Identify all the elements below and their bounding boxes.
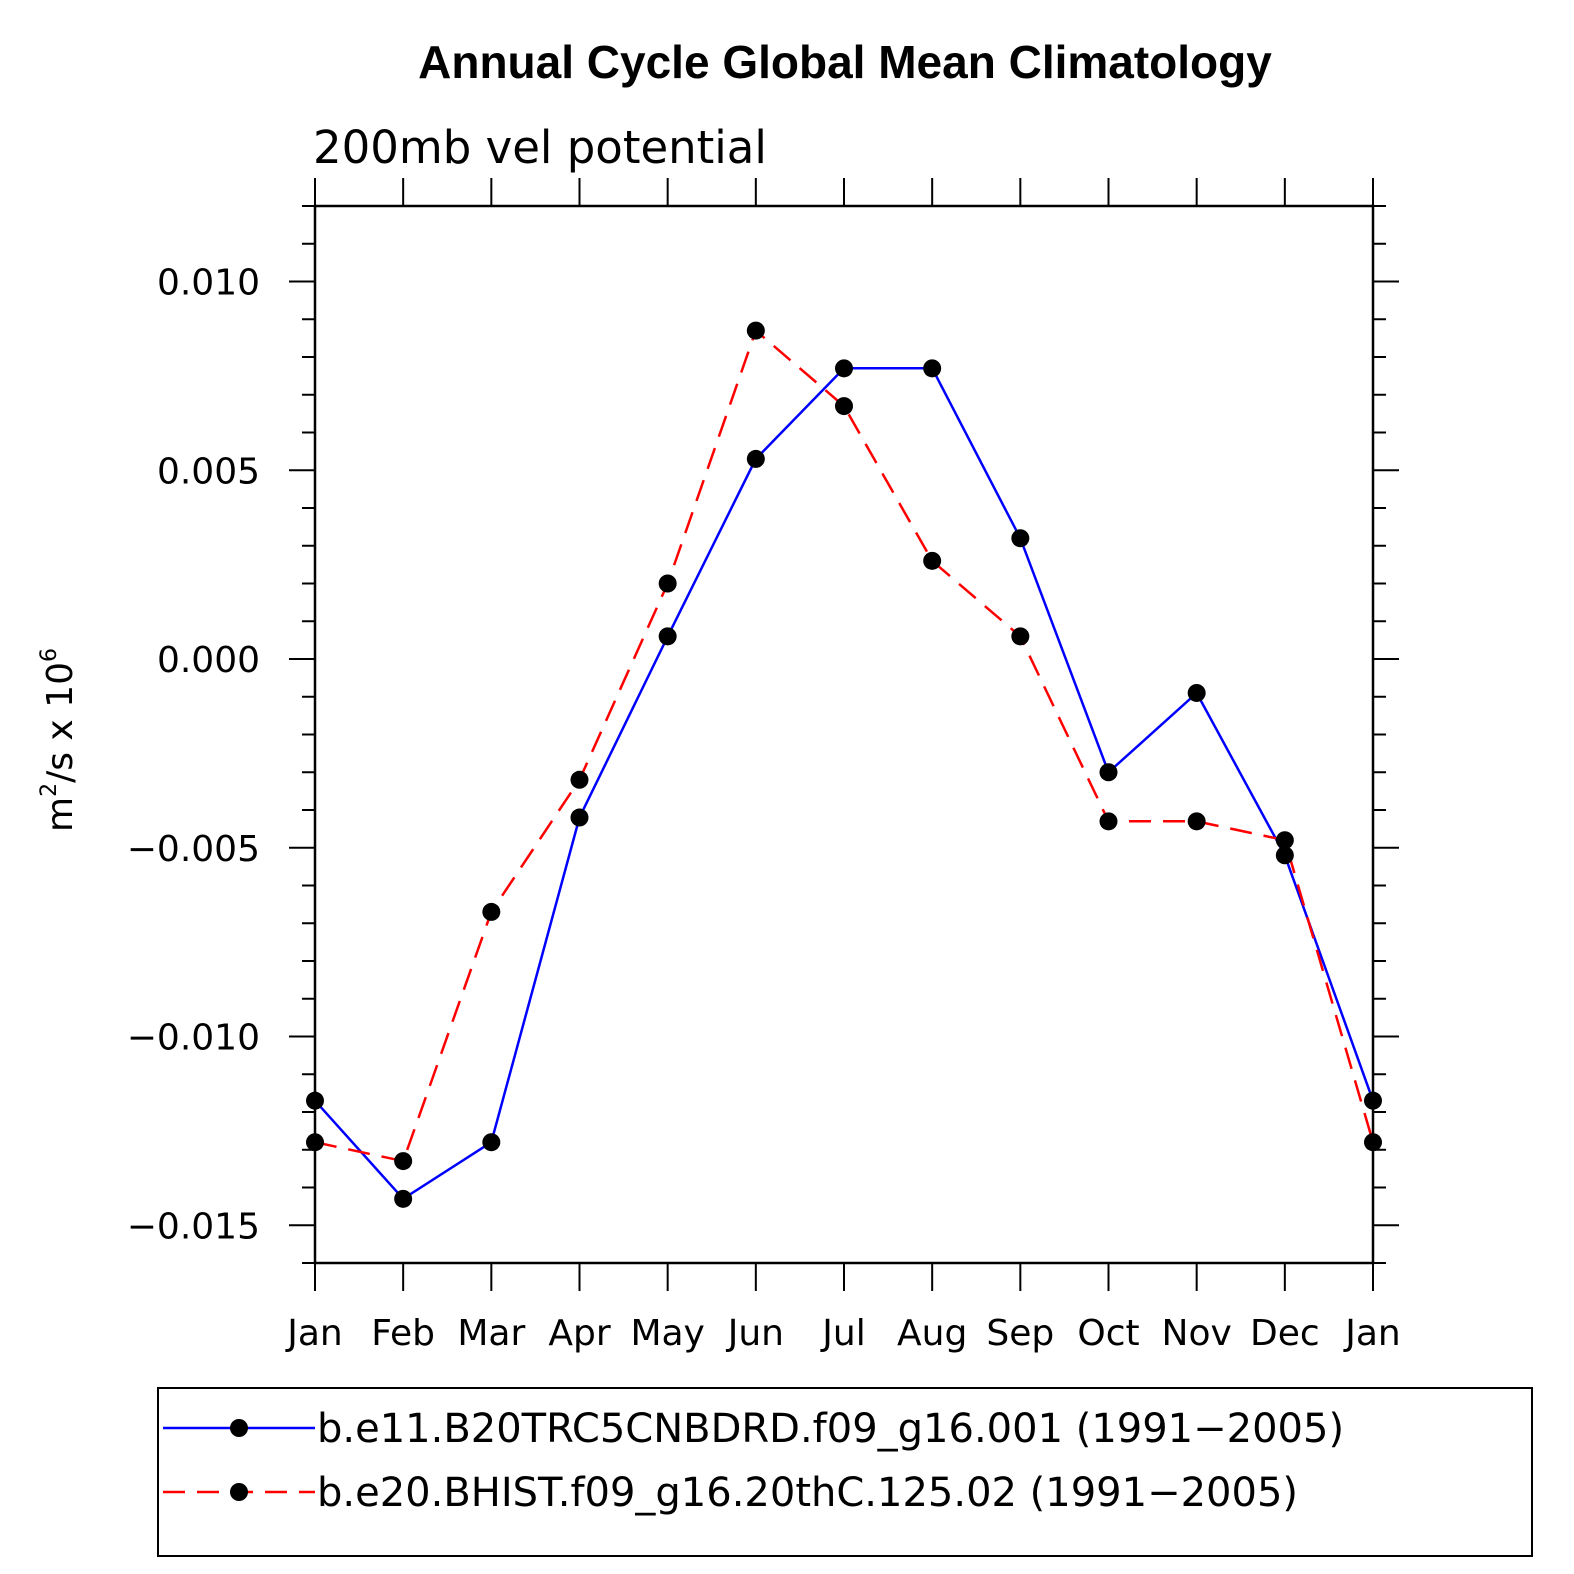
legend-label-1: b.e11.B20TRC5CNBDRD.f09_g16.001 (1991−20…: [317, 1406, 1344, 1452]
legend-label-2: b.e20.BHIST.f09_g16.20thC.125.02 (1991−2…: [317, 1470, 1298, 1516]
x-tick-label: Jan: [1343, 1313, 1401, 1354]
series-2-point: [746, 321, 765, 340]
chart-title: Annual Cycle Global Mean Climatology: [418, 36, 1272, 88]
x-tick-label: Aug: [897, 1313, 967, 1354]
series-1-point: [658, 627, 677, 646]
series-1-point: [835, 359, 853, 378]
series-2-point: [835, 397, 853, 416]
series-2-point: [482, 902, 501, 921]
series-2-point: [658, 574, 677, 593]
x-tick-label: Apr: [548, 1313, 610, 1354]
series-1-point: [306, 1091, 324, 1110]
y-tick-label: 0.010: [157, 263, 260, 304]
x-tick-label: May: [630, 1313, 704, 1354]
legend-marker-2: [230, 1483, 248, 1501]
series-layer: [314, 328, 1375, 1201]
series-1-point: [746, 449, 765, 468]
y-tick-label: −0.005: [127, 829, 260, 870]
series-1-point: [923, 359, 942, 378]
series-1-point: [1364, 1091, 1382, 1110]
x-tick-label: Feb: [371, 1313, 435, 1354]
x-tick-label: Jul: [820, 1313, 865, 1354]
y-tick-label: −0.010: [127, 1018, 260, 1059]
y-axis-label: m2/s x 106: [37, 648, 81, 832]
series-2-point: [1011, 627, 1030, 646]
x-tick-label: Jan: [285, 1313, 343, 1354]
series-line-1: [314, 367, 1375, 1201]
series-2-point: [394, 1152, 413, 1171]
x-tick-label: Jun: [726, 1313, 784, 1354]
chart-subtitle: 200mb vel potential: [313, 121, 767, 174]
legend: b.e11.B20TRC5CNBDRD.f09_g16.001 (1991−20…: [157, 1387, 1533, 1557]
x-tick-label: Oct: [1077, 1313, 1139, 1354]
marker-layer: [306, 321, 1382, 1208]
series-1-point: [482, 1133, 501, 1152]
series-2-point: [1275, 831, 1294, 850]
x-tick-label: Mar: [457, 1313, 525, 1354]
series-line-2: [314, 328, 1375, 1163]
series-1-point: [570, 808, 589, 827]
series-2-point: [1364, 1133, 1382, 1152]
plot-axes: 0.010 0.005 0.000 −0.005 −0.010 −0.015 Jan Feb M…: [127, 178, 1401, 1354]
series-1-point: [1099, 763, 1118, 782]
series-1-point: [394, 1189, 413, 1208]
svg-text:m2/s x 106: m2/s x 106: [37, 648, 81, 832]
series-1-point: [1187, 683, 1206, 702]
x-tick-label: Nov: [1162, 1313, 1232, 1354]
series-2-point: [1187, 812, 1206, 831]
series-2-point: [570, 770, 589, 789]
y-tick-label: 0.005: [157, 451, 260, 492]
series-1-point: [1011, 529, 1030, 548]
x-tick-label: Dec: [1250, 1313, 1320, 1354]
legend-marker-1: [230, 1419, 248, 1437]
legend-box: [157, 1387, 1533, 1557]
series-2-point: [1099, 812, 1118, 831]
series-2-point: [923, 551, 942, 570]
y-tick-label: 0.000: [157, 640, 260, 681]
y-tick-label: −0.015: [127, 1206, 260, 1247]
x-tick-label: Sep: [986, 1313, 1054, 1354]
series-1-point: [1275, 846, 1294, 865]
series-2-point: [306, 1133, 324, 1152]
